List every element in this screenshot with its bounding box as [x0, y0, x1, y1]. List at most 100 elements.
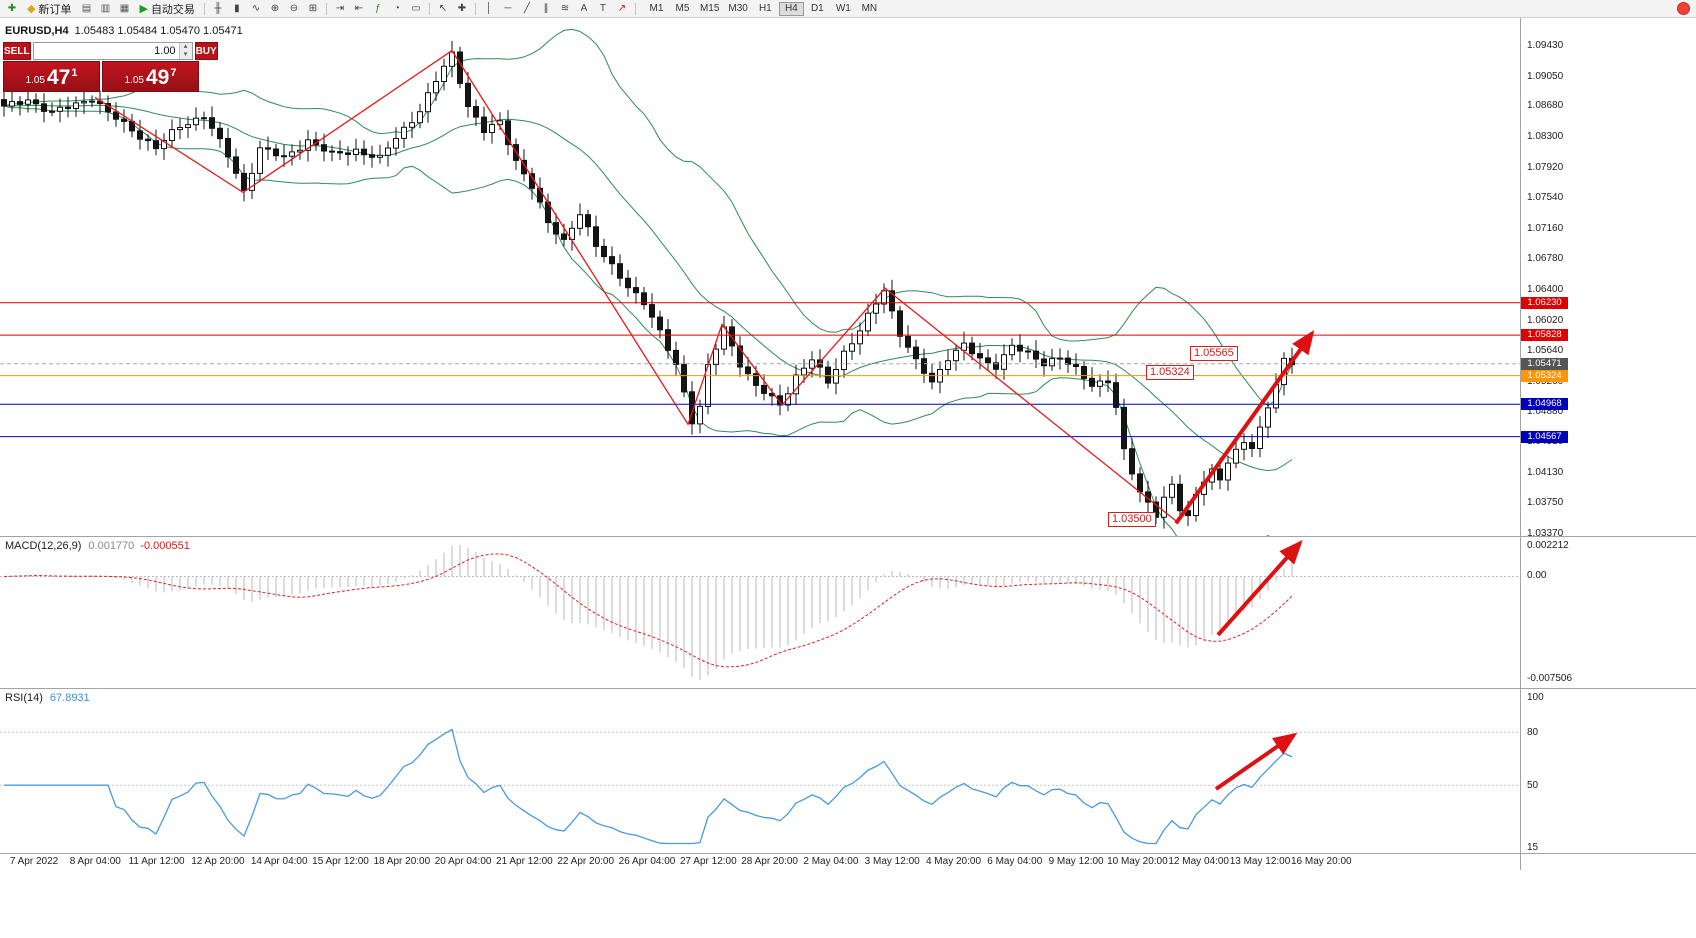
timeframe-m1-button[interactable]: M1: [649, 3, 664, 14]
timeframe-m15-button[interactable]: M15: [699, 3, 720, 14]
sell-price-big: 47: [46, 66, 71, 89]
macd-axis-zero: 0.00: [1527, 570, 1547, 582]
sell-button[interactable]: SELL: [3, 42, 31, 60]
rsi-value: 67.8931: [49, 692, 90, 704]
periods-icon: ◔: [393, 3, 400, 14]
volume-up-button[interactable]: ▴: [179, 43, 192, 51]
arrows-icon[interactable]: ↗: [613, 1, 631, 16]
zoom-in-icon[interactable]: ⊕: [266, 1, 284, 16]
auto-scroll-icon[interactable]: ⇥: [331, 1, 349, 16]
text-label-icon[interactable]: T: [594, 1, 612, 16]
rsi-name: RSI(14): [5, 692, 43, 704]
notification-badge[interactable]: [1677, 2, 1690, 15]
arrows-icon: ↗: [617, 3, 627, 14]
zoom-out-icon[interactable]: ⊖: [285, 1, 303, 16]
new-chart-icon: ✚: [7, 3, 17, 14]
time-axis-label: 4 May 20:00: [925, 856, 982, 867]
volume-input[interactable]: [33, 43, 179, 59]
macd-label: MACD(12,26,9) 0.001770 -0.000551: [5, 540, 190, 552]
time-axis-label: 7 Apr 2022: [9, 856, 59, 867]
data-window-icon: ▦: [119, 3, 130, 14]
bar-chart-icon: ╫: [214, 3, 222, 14]
time-axis-label: 15 Apr 12:00: [312, 856, 369, 867]
sell-price-sup: 1: [71, 67, 78, 79]
time-axis-label: 8 Apr 04:00: [69, 856, 121, 867]
pane-separator[interactable]: [0, 688, 1696, 689]
macd-axis-min: -0.007506: [1527, 673, 1573, 684]
autotrading-icon: ▶: [139, 3, 148, 15]
new-order-icon: ◆: [27, 3, 36, 15]
new-order-button[interactable]: ◆ 新订单: [22, 1, 76, 16]
timeframe-w1-button[interactable]: W1: [835, 3, 851, 14]
timeframe-m30-button[interactable]: M30: [728, 3, 748, 14]
trendline-icon[interactable]: ╱: [518, 1, 536, 16]
line-chart-icon: ∿: [251, 3, 261, 14]
time-axis-label: 12 May 04:00: [1168, 856, 1229, 867]
print-icon[interactable]: ▤: [77, 1, 95, 16]
fibonacci-icon[interactable]: ≋: [556, 1, 574, 16]
chart-ohlc-header: EURUSD,H4 1.05483 1.05484 1.05470 1.05471: [5, 25, 243, 37]
autotrading-button[interactable]: ▶ 自动交易: [134, 1, 199, 16]
new-chart-icon[interactable]: ✚: [3, 1, 21, 16]
time-axis-label: 2 May 04:00: [803, 856, 859, 867]
price-chart-pane[interactable]: [0, 18, 1696, 537]
timeframe-h1-button[interactable]: H1: [758, 3, 772, 14]
time-axis-label: 14 Apr 04:00: [250, 856, 308, 867]
timeframe-m5-button[interactable]: M5: [675, 3, 690, 14]
trendline-icon: ╱: [523, 3, 530, 14]
cursor-icon[interactable]: ↖: [434, 1, 452, 16]
profiles-icon: ▥: [100, 3, 111, 14]
macd-axis-max: 0.002212: [1527, 540, 1569, 551]
auto-scroll-icon: ⇥: [335, 3, 345, 14]
crosshair-icon[interactable]: ✚: [453, 1, 471, 16]
time-axis-label: 10 May 20:00: [1107, 856, 1168, 867]
text-icon: A: [580, 3, 588, 14]
profiles-icon[interactable]: ▥: [96, 1, 114, 16]
pane-separator[interactable]: [0, 536, 1696, 537]
timeframe-h4-button[interactable]: H4: [778, 1, 804, 16]
chart-shift-icon: ⇤: [354, 3, 364, 14]
timeframe-mn-button[interactable]: MN: [861, 3, 878, 14]
rsi-label: RSI(14) 67.8931: [5, 692, 90, 704]
print-icon: ▤: [81, 3, 92, 14]
indicators-icon[interactable]: ƒ: [369, 1, 387, 16]
buy-price-sup: 7: [170, 67, 177, 79]
timeframe-toolbar: M1 M5 M15 M30 H1 H4 D1 W1 MN: [644, 1, 882, 16]
buy-price-button[interactable]: 1.05 49 7: [102, 61, 199, 92]
autotrading-button-label: 自动交易: [150, 3, 195, 16]
macd-indicator-pane[interactable]: [0, 537, 1696, 688]
time-axis-label: 20 Apr 04:00: [434, 856, 492, 867]
vertical-line-icon[interactable]: │: [480, 1, 498, 16]
tile-windows-icon[interactable]: ⊞: [304, 1, 322, 16]
equidistant-channel-icon[interactable]: ∥: [537, 1, 555, 16]
rsi-indicator-pane[interactable]: [0, 689, 1696, 853]
data-window-icon[interactable]: ▦: [115, 1, 133, 16]
chart-shift-icon[interactable]: ⇤: [350, 1, 368, 16]
buy-button[interactable]: BUY: [194, 42, 218, 60]
horizontal-line-icon: ─: [504, 3, 512, 14]
fibonacci-icon: ≋: [560, 3, 570, 14]
candlestick-chart-icon[interactable]: ▮: [228, 1, 246, 16]
horizontal-line-icon[interactable]: ─: [499, 1, 517, 16]
volume-down-button[interactable]: ▾: [179, 51, 192, 59]
text-icon[interactable]: A: [575, 1, 593, 16]
crosshair-icon: ✚: [457, 3, 467, 14]
time-axis-label: 27 Apr 12:00: [679, 856, 737, 867]
bar-chart-icon[interactable]: ╫: [209, 1, 227, 16]
templates-icon[interactable]: ▭: [407, 1, 425, 16]
time-axis-label: 13 May 12:00: [1229, 856, 1291, 867]
sell-price-base: 1.05: [25, 75, 45, 86]
sell-price-button[interactable]: 1.05 47 1: [3, 61, 100, 92]
volume-stepper: ▴ ▾: [32, 42, 193, 60]
zoom-in-icon: ⊕: [270, 3, 280, 14]
symbol-period-label: EURUSD,H4: [5, 25, 69, 37]
periods-icon[interactable]: ◔: [388, 1, 406, 16]
indicators-icon: ƒ: [375, 3, 381, 14]
equidistant-channel-icon: ∥: [543, 3, 549, 14]
time-axis-label: 28 Apr 20:00: [741, 856, 798, 867]
timeframe-d1-button[interactable]: D1: [810, 3, 824, 14]
candlestick-chart-icon: ▮: [234, 3, 240, 14]
line-chart-icon[interactable]: ∿: [247, 1, 265, 16]
time-axis-label: 26 Apr 04:00: [618, 856, 676, 867]
